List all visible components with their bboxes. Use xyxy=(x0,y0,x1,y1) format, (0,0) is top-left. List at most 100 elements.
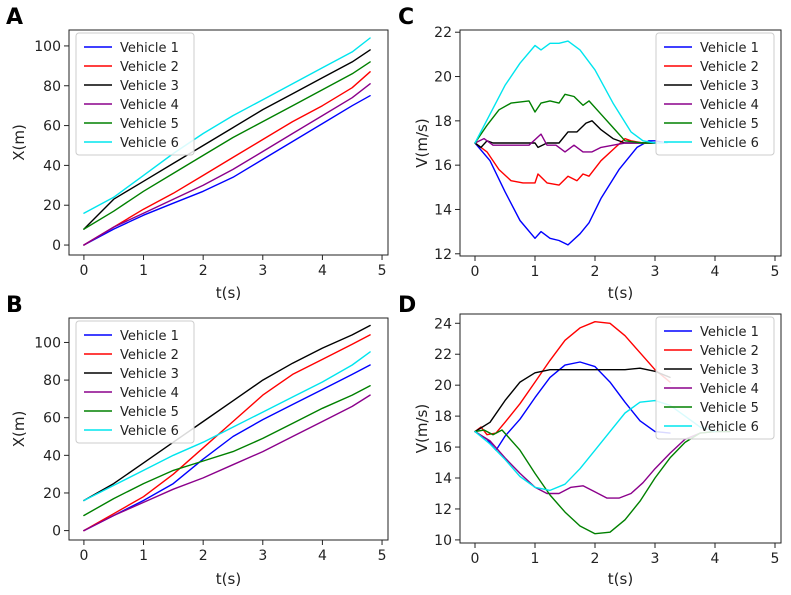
legend-label: Vehicle 4 xyxy=(120,98,179,113)
y-tick-label: 22 xyxy=(434,347,452,363)
y-tick-label: 80 xyxy=(43,79,61,95)
y-tick-label: 14 xyxy=(434,471,452,487)
y-tick-label: 80 xyxy=(43,373,61,389)
x-tick-label: 1 xyxy=(531,264,540,280)
x-tick-label: 5 xyxy=(771,551,780,567)
y-tick-label: 20 xyxy=(43,486,61,502)
y-tick-label: 16 xyxy=(434,440,452,456)
series-line-vehicle-4 xyxy=(474,430,731,499)
y-tick-label: 12 xyxy=(434,247,452,263)
legend-box xyxy=(655,32,775,156)
x-axis-label: t(s) xyxy=(608,570,633,588)
x-tick-label: 4 xyxy=(318,263,327,279)
legend-label: Vehicle 5 xyxy=(700,117,759,132)
legend-label: Vehicle 2 xyxy=(120,348,179,363)
y-tick-label: 60 xyxy=(43,119,61,135)
x-axis-label: t(s) xyxy=(216,284,241,302)
x-tick-label: 1 xyxy=(139,263,148,279)
series-line-vehicle-5 xyxy=(474,429,731,535)
y-tick-label: 14 xyxy=(434,202,452,218)
legend-label: Vehicle 5 xyxy=(120,405,179,420)
legend-label: Vehicle 5 xyxy=(700,401,759,416)
legend-label: Vehicle 3 xyxy=(120,79,179,94)
legend-label: Vehicle 6 xyxy=(700,420,759,435)
y-tick-label: 24 xyxy=(434,316,452,332)
panel-letter: D xyxy=(398,293,416,318)
series-line-vehicle-3 xyxy=(83,324,371,502)
series-line-vehicle-4 xyxy=(83,394,371,532)
series-line-vehicle-2 xyxy=(83,71,371,246)
x-tick-label: 4 xyxy=(711,264,720,280)
y-tick-label: 10 xyxy=(434,533,452,549)
legend-label: Vehicle 4 xyxy=(120,386,179,401)
x-tick-label: 1 xyxy=(139,548,148,564)
legend-label: Vehicle 3 xyxy=(700,79,759,94)
y-tick-label: 20 xyxy=(434,70,452,86)
y-tick-label: 16 xyxy=(434,158,452,174)
series-line-vehicle-2 xyxy=(474,137,656,186)
series-line-vehicle-1 xyxy=(83,94,371,246)
y-tick-label: 20 xyxy=(434,378,452,394)
legend-label: Vehicle 3 xyxy=(120,367,179,382)
legend-label: Vehicle 1 xyxy=(700,325,759,340)
series-line-vehicle-2 xyxy=(83,334,371,532)
y-tick-label: 20 xyxy=(43,198,61,214)
x-tick-label: 3 xyxy=(651,264,660,280)
panel-letter: A xyxy=(6,5,23,30)
legend-label: Vehicle 2 xyxy=(700,344,759,359)
series-line-vehicle-4 xyxy=(474,133,656,153)
y-tick-label: 100 xyxy=(34,335,61,351)
x-tick-label: 3 xyxy=(651,551,660,567)
series-line-vehicle-1 xyxy=(83,364,371,532)
series-group xyxy=(474,40,668,246)
legend-box xyxy=(75,32,195,156)
legend: Vehicle 1 Vehicle 2 Vehicle 3 Vehicle 4 Vehi… xyxy=(75,32,195,156)
legend-label: Vehicle 6 xyxy=(120,136,179,151)
legend-label: Vehicle 1 xyxy=(120,329,179,344)
legend-box xyxy=(655,316,775,440)
x-tick-label: 1 xyxy=(531,551,540,567)
y-tick-label: 18 xyxy=(434,114,452,130)
x-tick-label: 5 xyxy=(378,548,387,564)
chart-panel-d: D0 1 2 3 4 51012141618202224t(s)V(m/s)Vehicle… xyxy=(398,293,782,588)
legend-label: Vehicle 2 xyxy=(120,60,179,75)
series-line-vehicle-6 xyxy=(474,40,668,144)
y-axis-label: X(m) xyxy=(10,124,28,161)
legend-label: Vehicle 6 xyxy=(120,424,179,439)
x-tick-label: 0 xyxy=(79,548,88,564)
y-tick-label: 40 xyxy=(43,158,61,174)
x-tick-label: 0 xyxy=(471,264,480,280)
y-axis-label: V(m/s) xyxy=(413,404,431,453)
series-line-vehicle-5 xyxy=(83,385,371,517)
series-line-vehicle-2 xyxy=(474,321,671,436)
series-line-vehicle-3 xyxy=(83,49,371,230)
panel-letter: C xyxy=(398,5,414,30)
x-tick-label: 5 xyxy=(378,263,387,279)
x-axis-label: t(s) xyxy=(608,284,633,302)
plot-frame xyxy=(68,317,389,541)
y-tick-label: 12 xyxy=(434,502,452,518)
plot-frame xyxy=(459,29,782,257)
series-line-vehicle-4 xyxy=(83,83,371,246)
legend: Vehicle 1 Vehicle 2 Vehicle 3 Vehicle 4 Vehi… xyxy=(655,316,775,440)
x-tick-label: 5 xyxy=(771,264,780,280)
legend-box xyxy=(75,320,195,444)
legend-label: Vehicle 4 xyxy=(700,382,759,397)
x-tick-label: 4 xyxy=(711,551,720,567)
series-line-vehicle-6 xyxy=(83,37,371,214)
series-group xyxy=(83,324,371,532)
legend-label: Vehicle 1 xyxy=(700,41,759,56)
series-line-vehicle-6 xyxy=(83,351,371,502)
x-tick-label: 4 xyxy=(318,548,327,564)
x-tick-label: 3 xyxy=(258,548,267,564)
x-tick-label: 2 xyxy=(199,548,208,564)
series-line-vehicle-1 xyxy=(474,140,668,246)
y-tick-label: 22 xyxy=(434,25,452,41)
legend-label: Vehicle 3 xyxy=(700,363,759,378)
y-tick-label: 18 xyxy=(434,409,452,425)
series-line-vehicle-5 xyxy=(83,61,371,230)
